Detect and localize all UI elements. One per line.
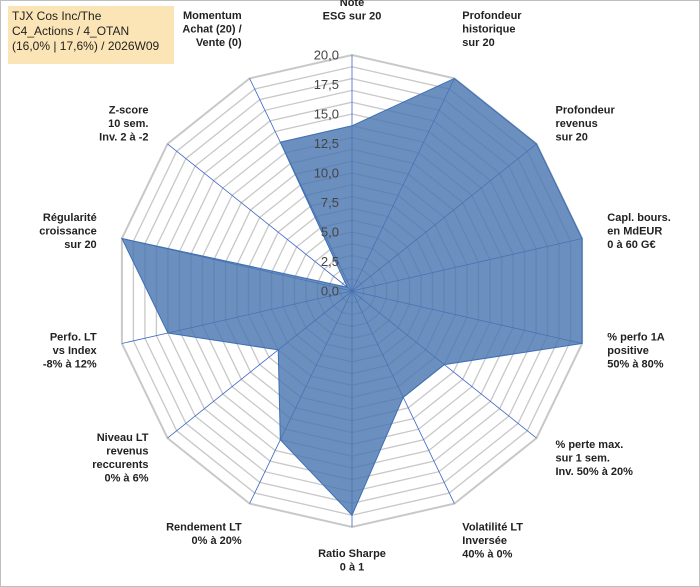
title-line-3: (16,0% | 17,6%) / 2026W09 bbox=[12, 39, 160, 53]
axis-spoke bbox=[167, 143, 353, 292]
title-line-1: TJX Cos Inc/The bbox=[12, 9, 102, 23]
axis-label: Momentum Achat (20) / Vente (0) bbox=[182, 10, 242, 49]
axis-label: Z-score 10 sem. Inv. 2 à -2 bbox=[99, 105, 148, 144]
radial-tick-label: 17,5 bbox=[314, 77, 339, 92]
axis-label: % perfo 1A positive 50% à 80% bbox=[607, 331, 665, 370]
radial-tick-label: 20,0 bbox=[314, 48, 339, 63]
axis-label: Ratio Sharpe 0 à 1 bbox=[318, 548, 386, 574]
radial-tick-label: 5,0 bbox=[321, 225, 339, 240]
axis-label: Note ESG sur 20 bbox=[323, 0, 382, 23]
chart-title-box: TJX Cos Inc/The C4_Actions / 4_OTAN (16,… bbox=[8, 6, 174, 64]
axis-label: Niveau LT revenus reccurents 0% à 6% bbox=[92, 432, 149, 485]
radial-tick-label: 0,0 bbox=[321, 284, 339, 299]
radial-ticks: 0,0 2,5 5,0 7,5 10,0 12,5 15,0 17,5 20,0 bbox=[314, 48, 339, 299]
axis-label: % perte max. sur 1 sem. Inv. 50% à 20% bbox=[556, 439, 634, 478]
axis-label: Perfo. LT vs Index -8% à 12% bbox=[43, 331, 98, 370]
axis-labels: Note ESG sur 20 Profondeur historique sur 20… bbox=[39, 0, 671, 574]
axis-label: Rendement LT 0% à 20% bbox=[166, 522, 242, 548]
radial-tick-label: 7,5 bbox=[321, 195, 339, 210]
axis-label: Régularité croissance sur 20 bbox=[39, 212, 96, 251]
radial-tick-label: 12,5 bbox=[314, 136, 339, 151]
radial-tick-label: 2,5 bbox=[321, 254, 339, 269]
axis-label: Capl. bours. en MdEUR 0 à 60 G€ bbox=[607, 212, 671, 251]
series-layer bbox=[121, 77, 583, 517]
axis-label: Profondeur revenus sur 20 bbox=[556, 105, 616, 144]
radial-tick-label: 15,0 bbox=[314, 107, 339, 122]
series-area bbox=[121, 77, 583, 517]
title-line-2: C4_Actions / 4_OTAN bbox=[12, 24, 130, 38]
axis-label: Volatilité LT Inversée 40% à 0% bbox=[462, 522, 523, 561]
axis-label: Profondeur historique sur 20 bbox=[462, 10, 522, 49]
radial-tick-label: 10,0 bbox=[314, 166, 339, 181]
